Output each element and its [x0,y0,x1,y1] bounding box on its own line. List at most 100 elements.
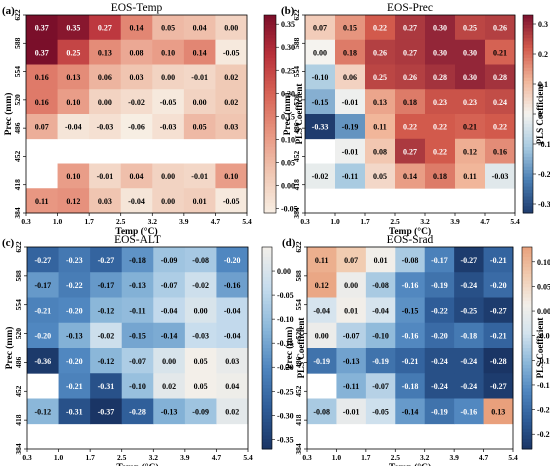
colorbar-segment [523,18,533,23]
colorbar-segment [522,422,532,426]
colorbar-segment [264,123,276,128]
colorbar-segment [522,297,532,302]
colorbar-segment [262,388,272,393]
colorbar-segment [522,405,532,410]
colorbar-segment [264,90,276,95]
x-tick-label: 1.0 [332,453,342,462]
x-tick-label: 0.3 [22,453,32,462]
heatmap-cell [26,114,58,140]
panel-title: EOS-Srad [387,234,434,246]
cell-value-label: 0.26 [493,24,507,33]
cell-value-label: -0.19 [372,357,389,366]
cell-value-label: 0.21 [493,48,507,57]
cell-value-label: 0.02 [225,407,239,416]
colorbar-segment [522,388,532,393]
colorbar-segment [523,120,533,125]
colorbar-segment [262,327,272,332]
cell-value-label: -0.24 [461,281,478,290]
colorbar-segment [262,445,272,450]
heatmap-cell [365,247,396,273]
colorbar-segment [523,110,533,115]
colorbar-segment [523,117,533,122]
cell-value-label: 0.27 [403,48,417,57]
colorbar-segment [522,277,532,282]
heatmap-cell [365,39,396,65]
colorbar-tick-label: 0.10 [537,258,550,267]
colorbar: 0.00 -0.05 -0.10 -0.15 -0.20 -0.25 -0.30 -0.35 P… [261,246,306,450]
cell-value-label: 0.25 [66,48,80,57]
cell-value-label: 0.00 [161,172,175,181]
colorbar-tick-label: 0.05 [537,282,550,291]
colorbar-segment [262,354,272,359]
y-tick-label: 588 [13,37,22,49]
colorbar-segment [522,385,532,389]
cell-value-label: -0.19 [313,357,330,366]
colorbar-segment [522,327,532,332]
heatmap-cell [483,297,514,324]
heatmap-cell [153,297,186,324]
cell-value-label: 0.16 [493,147,507,156]
colorbar-tick-label: 0.20 [281,89,295,98]
heatmap-cell [89,163,122,189]
colorbar-segment [522,401,532,406]
cell-value-label: -0.18 [461,332,478,341]
cell-value-label: 0.30 [463,73,477,82]
heatmap-cell [365,89,396,115]
heatmap-cell [395,398,426,425]
cell-value-label: 0.35 [66,24,80,33]
heatmap-cell [184,247,217,273]
colorbar-segment [264,176,276,181]
cell-value-label: -0.02 [98,332,115,341]
cell-value-label: 0.07 [313,24,327,33]
cell-value-label: 0.08 [130,48,144,57]
heatmap-cell [485,114,516,140]
x-tick-label: 0.3 [300,217,310,226]
colorbar-segment [522,334,532,339]
heatmap-cell [483,348,514,374]
x-axis-title: Temp (°C) [115,226,157,237]
colorbar-segment [262,344,272,349]
heatmap-cell [485,39,516,65]
colorbar-segment [523,74,533,79]
colorbar-title: PLS Coefficient [294,84,304,145]
heatmap-cell [365,322,396,349]
colorbar-title: PLS Coefficient [535,84,545,145]
heatmap-cell [335,39,366,65]
cell-value-label: -0.16 [461,407,478,416]
cell-value-label: -0.08 [372,281,389,290]
colorbar-segment [262,297,272,302]
heatmap-cell [153,322,186,349]
cell-value-label: 0.10 [161,48,175,57]
y-tick-label: 622 [14,241,23,253]
colorbar-segment [523,21,533,26]
heatmap-cell [120,114,153,140]
cell-value-label: -0.21 [490,332,507,341]
cell-value-label: -0.28 [490,357,507,366]
heatmap-cell [335,64,366,90]
colorbar-tick-label: 0.1 [538,80,548,89]
heatmap-cell [216,348,249,374]
colorbar-segment [264,28,276,32]
cell-value-label: -0.24 [431,382,448,391]
cell-value-label: -0.10 [372,332,389,341]
heatmap-cell [216,322,249,349]
y-axis-title: Prec (mm) [4,327,15,370]
heatmap-cell [90,247,123,273]
colorbar-segment [522,408,532,413]
colorbar-segment [523,196,533,201]
cell-value-label: -0.31 [98,382,115,391]
heatmap-cell [454,247,484,273]
colorbar-tick-label: 0.35 [281,20,295,29]
cell-value-label: 0.37 [35,48,49,57]
colorbar-segment [522,364,532,369]
colorbar-tick-label: -0.25 [277,387,294,396]
colorbar-segment [262,294,272,298]
heatmap-cell [26,64,58,90]
colorbar-segment [264,38,276,42]
heatmap-cell [365,15,396,41]
cell-value-label: 0.05 [373,172,387,181]
colorbar-segment [522,284,532,288]
colorbar-segment [262,287,272,292]
colorbar-segment [262,257,272,261]
cell-value-label: 0.22 [373,24,387,33]
